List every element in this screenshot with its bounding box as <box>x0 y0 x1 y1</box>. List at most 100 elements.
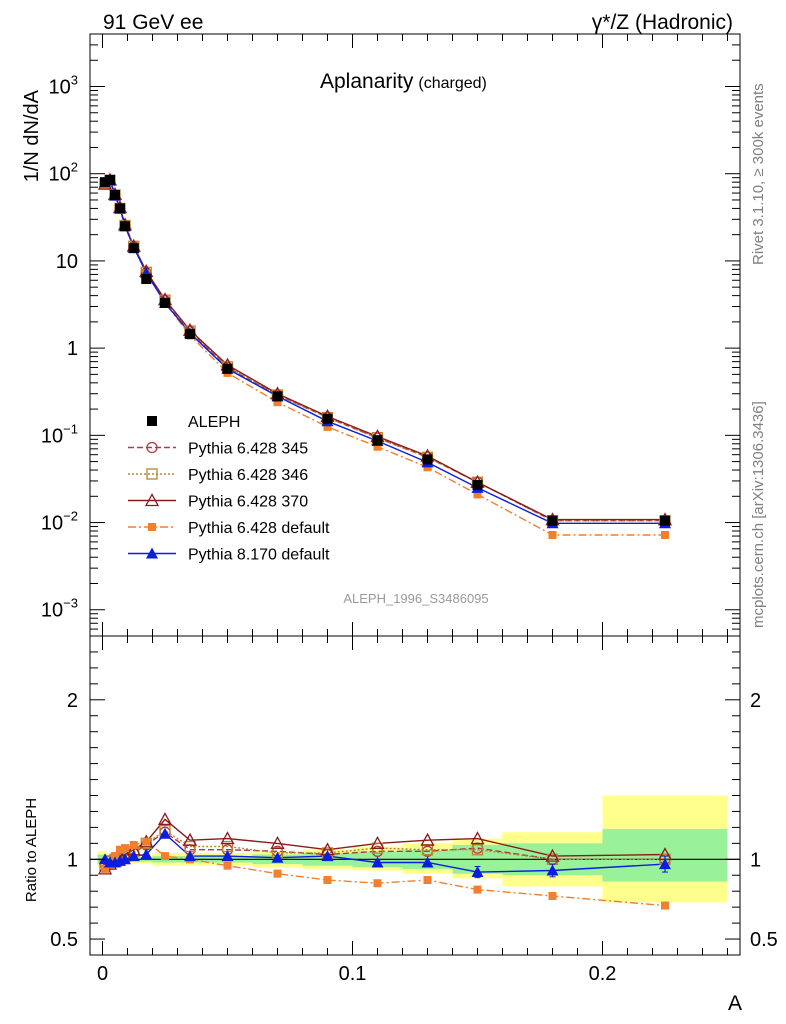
data-point-aleph <box>115 203 125 214</box>
ratio-marker-py6def <box>473 885 482 894</box>
ratio-axis-ticks <box>90 635 740 956</box>
x-tick-label: 0.2 <box>589 963 617 985</box>
ratio-marker-py370 <box>270 835 285 849</box>
legend-marker-py346 <box>146 468 158 480</box>
ratio-marker-py6def <box>111 852 119 861</box>
data-point-aleph <box>272 391 283 402</box>
legend-label-py6def: Pythia 6.428 default <box>188 520 330 537</box>
plot-title-main: Aplanarity <box>320 70 414 93</box>
main-axis-ticks <box>90 33 740 637</box>
data-point-aleph <box>372 435 383 446</box>
ratio-marker-py6def <box>661 901 669 910</box>
main-y-axis-label: 1/N dN/dA <box>21 89 43 182</box>
ratio-y-tick-label-right: 2 <box>750 690 761 712</box>
marker-py6def <box>373 442 382 451</box>
legend-marker-py8def <box>146 547 158 559</box>
x-axis-label: A <box>728 992 742 1015</box>
ratio-marker-py370 <box>420 832 435 846</box>
ratio-marker-py8def <box>546 864 559 876</box>
ratio-marker-py8def <box>184 850 196 862</box>
data-point-aleph <box>105 174 115 185</box>
ratio-marker-py8def <box>321 850 334 862</box>
legend-label-py370: Pythia 6.428 370 <box>188 494 308 511</box>
rivet-version-label: Rivet 3.1.10, ≥ 300k events <box>750 83 767 265</box>
data-point-aleph <box>128 243 139 254</box>
x-tick-label: 0.1 <box>339 963 367 985</box>
ratio-marker-py370 <box>220 831 235 845</box>
main-y-tick-label: 10 <box>56 251 78 273</box>
ratio-marker-py6def <box>101 864 109 873</box>
legend: ALEPH Pythia 6.428 345 Pythia 6.428 346 Pyt… <box>128 414 330 564</box>
header-right: γ*/Z (Hadronic) <box>592 11 733 34</box>
ratio-marker-py370 <box>470 831 485 845</box>
data-point-aleph <box>422 454 433 465</box>
main-y-tick-labels: 10−3 10−2 10−1 1 10 102 103 <box>41 73 78 622</box>
ratio-plot: 0.5 0.5 1 1 2 2 0 0.1 0.2 Ratio to ALEPH A <box>23 635 778 1015</box>
data-point-aleph <box>141 274 152 285</box>
plot-title-suffix: (charged) <box>418 75 486 92</box>
ratio-marker-py370 <box>157 812 173 826</box>
marker-py6def <box>273 398 282 407</box>
ratio-marker-py370 <box>545 848 560 862</box>
legend-marker-py370 <box>144 493 160 507</box>
ratio-y-tick-label: 0.5 <box>50 929 78 951</box>
marker-py6def <box>473 490 482 499</box>
series-line-py346 <box>104 179 665 522</box>
legend-marker-py6def <box>148 523 156 531</box>
main-y-tick-label: 10−2 <box>41 509 78 535</box>
ratio-marker-py6def <box>161 852 169 861</box>
ratio-series-markers <box>97 812 673 910</box>
header-left: 91 GeV ee <box>103 11 203 34</box>
ratio-marker-py8def <box>119 853 131 865</box>
data-point-aleph <box>322 413 333 424</box>
analysis-watermark: ALEPH_1996_S3486095 <box>343 591 488 606</box>
ratio-marker-py6def <box>116 845 124 854</box>
ratio-marker-py8def <box>159 827 171 839</box>
ratio-y-axis-label: Ratio to ALEPH <box>23 798 40 902</box>
data-point-aleph <box>110 190 120 201</box>
data-point-aleph <box>472 479 483 490</box>
main-plot: Aplanarity (charged) ALEPH_1996_S3486095 … <box>21 33 741 637</box>
data-point-aleph <box>160 297 170 308</box>
main-y-tick-label: 103 <box>49 73 78 99</box>
ratio-marker-py6def <box>373 879 382 888</box>
legend-marker-data <box>147 416 157 426</box>
legend-label-data: ALEPH <box>188 414 240 431</box>
main-y-tick-label: 10−3 <box>41 596 78 622</box>
marker-py6def <box>548 530 557 539</box>
ratio-marker-py6def <box>273 869 282 878</box>
ratio-marker-py346 <box>471 844 484 856</box>
ratio-marker-py370 <box>370 835 385 849</box>
main-series-markers <box>97 172 673 539</box>
data-point-aleph <box>185 329 195 340</box>
ratio-marker-py8def <box>371 856 384 868</box>
ratio-tick-labels: 0.5 0.5 1 1 2 2 0 0.1 0.2 <box>50 690 778 985</box>
data-point-aleph <box>547 515 558 526</box>
data-point-aleph <box>660 515 670 526</box>
mcplots-label: mcplots.cern.ch [arXiv:1306.3436] <box>750 401 767 628</box>
ratio-marker-py6def <box>548 891 557 900</box>
legend-marker-py345 <box>146 441 158 454</box>
ratio-y-tick-label-right: 1 <box>750 849 761 871</box>
ratio-y-tick-label: 1 <box>67 849 78 871</box>
ratio-marker-py6def <box>423 876 432 885</box>
ratio-marker-py8def <box>221 850 234 862</box>
ratio-marker-py8def <box>421 856 434 868</box>
ratio-y-tick-label-right: 0.5 <box>750 929 778 951</box>
ratio-marker-py6def <box>129 840 138 849</box>
ratio-marker-py8def <box>140 848 153 860</box>
plot-title: Aplanarity (charged) <box>320 70 487 93</box>
legend-label-py346: Pythia 6.428 346 <box>188 467 308 484</box>
data-point-aleph <box>222 363 233 374</box>
ratio-marker-py6def <box>121 844 129 853</box>
main-y-tick-label: 10−1 <box>41 421 78 447</box>
ratio-uncertainty-bands <box>97 795 728 903</box>
data-point-aleph <box>120 221 130 232</box>
legend-label-py8def: Pythia 8.170 default <box>188 547 330 564</box>
main-y-tick-label: 1 <box>67 338 78 360</box>
ratio-marker-py8def <box>271 851 284 863</box>
ratio-marker-py8def <box>659 858 671 870</box>
marker-py6def <box>323 422 332 431</box>
ratio-marker-py370 <box>182 832 198 846</box>
ratio-y-tick-label: 2 <box>67 690 78 712</box>
